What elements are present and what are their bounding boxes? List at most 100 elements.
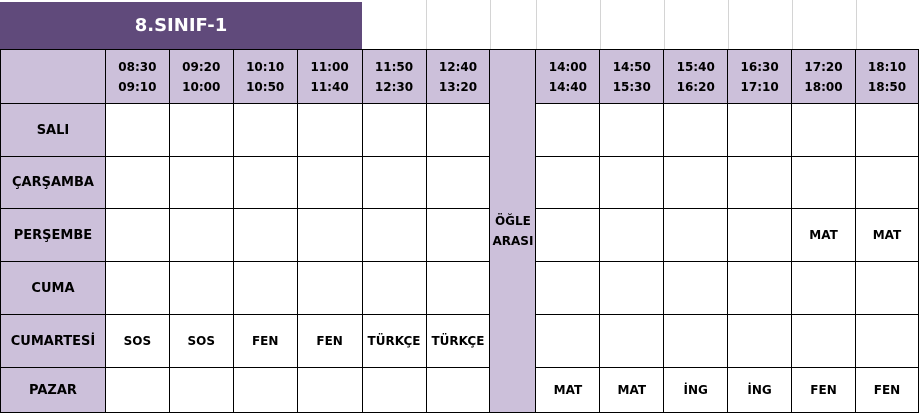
lesson-cell[interactable]: İNG (727, 367, 793, 413)
day-label[interactable]: PERŞEMBE (0, 208, 106, 262)
time-header[interactable]: 16:30 17:10 (727, 49, 793, 104)
day-label[interactable]: CUMARTESİ (0, 314, 106, 368)
lesson-cell[interactable] (168, 103, 234, 157)
lesson-cell[interactable] (663, 103, 729, 157)
lesson-cell[interactable] (535, 103, 601, 157)
lesson-cell[interactable] (425, 261, 491, 315)
lesson-cell[interactable]: SOS (168, 314, 234, 368)
time-header[interactable]: 08:30 09:10 (104, 49, 170, 104)
day-label[interactable]: SALI (0, 103, 106, 157)
lesson-cell[interactable] (791, 261, 856, 315)
lesson-cell[interactable] (104, 156, 170, 209)
lesson-cell[interactable] (535, 156, 601, 209)
start-time: 14:50 (612, 59, 651, 74)
lesson-cell[interactable] (727, 314, 793, 368)
lesson-cell[interactable] (599, 156, 665, 209)
lesson-cell[interactable] (361, 103, 427, 157)
lesson-cell[interactable] (296, 367, 363, 413)
lesson-cell[interactable]: SOS (104, 314, 170, 368)
lesson-cell[interactable] (104, 261, 170, 315)
lesson-cell[interactable]: FEN (296, 314, 363, 368)
lesson-cell[interactable] (663, 261, 729, 315)
lesson-cell[interactable] (296, 156, 363, 209)
time-header[interactable]: 12:40 13:20 (425, 49, 491, 104)
lesson-cell[interactable] (727, 156, 793, 209)
lesson-cell[interactable]: MAT (535, 367, 601, 413)
lesson-cell[interactable] (168, 156, 234, 209)
lesson-cell[interactable] (535, 261, 601, 315)
lesson-cell[interactable] (168, 261, 234, 315)
lesson-cell[interactable] (425, 367, 491, 413)
lesson-cell[interactable] (663, 314, 729, 368)
day-row: ÇARŞAMBA (0, 156, 919, 209)
lesson-cell[interactable] (361, 156, 427, 209)
lesson-cell[interactable] (232, 208, 298, 262)
lesson-cell[interactable] (727, 208, 793, 262)
lesson-cell[interactable] (296, 208, 363, 262)
time-header[interactable]: 11:00 11:40 (296, 49, 363, 104)
lesson-cell[interactable] (425, 103, 491, 157)
lesson-cell[interactable] (599, 314, 665, 368)
lesson-cell[interactable] (104, 208, 170, 262)
lesson-cell[interactable] (232, 156, 298, 209)
lesson-cell[interactable] (296, 261, 363, 315)
lesson-cell[interactable] (296, 103, 363, 157)
gridline (426, 0, 427, 49)
time-header[interactable]: 14:50 15:30 (599, 49, 665, 104)
time-header[interactable]: 15:40 16:20 (663, 49, 729, 104)
lesson-cell[interactable] (232, 103, 298, 157)
start-time: 14:00 (548, 59, 587, 74)
lesson-cell[interactable]: MAT (599, 367, 665, 413)
lesson-cell[interactable]: FEN (232, 314, 298, 368)
lesson-cell[interactable] (425, 156, 491, 209)
lunch-break-cell[interactable]: ÖĞLE ARASI (489, 49, 537, 413)
class-title[interactable]: 8.SINIF-1 (0, 2, 362, 49)
lesson-cell[interactable] (599, 103, 665, 157)
lesson-cell[interactable] (535, 314, 601, 368)
day-label[interactable]: CUMA (0, 261, 106, 315)
time-header[interactable]: 14:00 14:40 (535, 49, 601, 104)
lesson-cell[interactable] (854, 156, 919, 209)
lesson-cell[interactable] (535, 208, 601, 262)
lesson-cell[interactable] (361, 367, 427, 413)
day-label[interactable]: PAZAR (0, 367, 106, 413)
gridline (664, 0, 665, 49)
lesson-cell[interactable] (854, 314, 919, 368)
time-header[interactable]: 10:10 10:50 (232, 49, 298, 104)
lesson-cell[interactable] (599, 261, 665, 315)
lesson-cell[interactable]: MAT (791, 208, 856, 262)
lesson-cell[interactable] (854, 103, 919, 157)
lesson-cell[interactable] (361, 261, 427, 315)
lesson-cell[interactable] (425, 208, 491, 262)
time-header[interactable]: 09:20 10:00 (168, 49, 234, 104)
lesson-cell[interactable]: FEN (854, 367, 919, 413)
lesson-cell[interactable] (727, 261, 793, 315)
lesson-cell[interactable] (361, 208, 427, 262)
lesson-cell[interactable] (104, 103, 170, 157)
lesson-cell[interactable] (599, 208, 665, 262)
lesson-cell[interactable] (168, 208, 234, 262)
end-time: 10:00 (182, 79, 221, 94)
time-header[interactable]: 18:10 18:50 (854, 49, 919, 104)
lesson-cell[interactable]: TÜRKÇE (361, 314, 427, 368)
lesson-cell[interactable] (791, 156, 856, 209)
gridline (856, 0, 857, 49)
gridline (490, 0, 491, 49)
lesson-cell[interactable] (854, 261, 919, 315)
lunch-label: ARASI (492, 234, 534, 248)
day-label[interactable]: ÇARŞAMBA (0, 156, 106, 209)
lesson-cell[interactable] (663, 208, 729, 262)
time-header[interactable]: 17:20 18:00 (791, 49, 856, 104)
corner-cell[interactable] (0, 49, 106, 104)
lesson-cell[interactable]: TÜRKÇE (425, 314, 491, 368)
day-row: CUMA (0, 261, 919, 315)
start-time: 11:00 (310, 59, 349, 74)
lesson-cell[interactable] (663, 156, 729, 209)
lesson-cell[interactable] (232, 261, 298, 315)
lesson-cell[interactable] (727, 103, 793, 157)
lesson-cell[interactable]: MAT (854, 208, 919, 262)
time-header[interactable]: 11:50 12:30 (361, 49, 427, 104)
lesson-cell[interactable] (791, 314, 856, 368)
lesson-cell[interactable]: FEN (791, 367, 856, 413)
lesson-cell[interactable] (791, 103, 856, 157)
